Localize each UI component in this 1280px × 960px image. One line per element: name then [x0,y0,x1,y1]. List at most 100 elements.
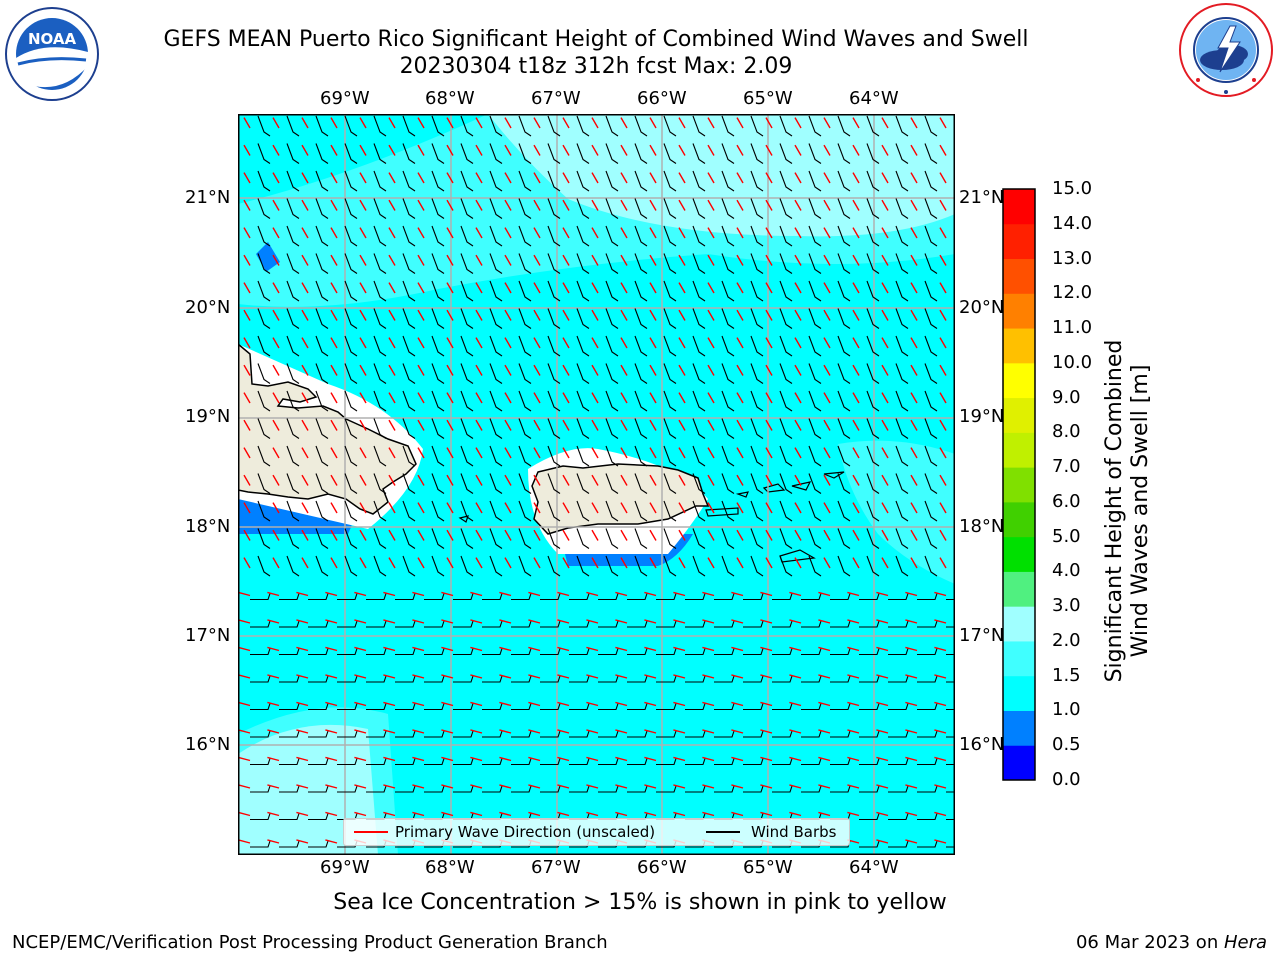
primary-wave-arrow [876,811,889,817]
primary-wave-arrow [243,557,251,569]
primary-wave-arrow [707,282,715,294]
wind-barb [511,675,532,683]
wind-barb [743,758,764,766]
colorbar-cell [1003,710,1035,746]
wind-barb [315,280,329,302]
wind-barb [518,500,532,522]
primary-wave-arrow [238,729,251,734]
wind-barb [518,390,532,412]
primary-wave-arrow [243,227,251,239]
primary-wave-arrow [301,172,309,184]
wind-barb [547,225,561,247]
primary-wave-arrow [852,254,860,266]
primary-wave-arrow [881,337,889,349]
wind-barb [656,648,677,656]
wind-barb [692,555,706,577]
primary-wave-arrow [417,557,425,569]
wind-barb [808,445,822,467]
colorbar-cell [1003,189,1035,225]
primary-wave-arrow [736,364,744,376]
primary-wave-arrow [760,756,773,762]
lon-label-top: 66°W [637,88,687,109]
primary-wave-arrow [301,282,309,294]
primary-wave-arrow [359,282,367,294]
nws-logo [1178,2,1274,102]
primary-wave-arrow [533,557,541,569]
wind-barb [808,418,822,439]
wind-barb [511,785,532,793]
wind-barb [721,225,735,247]
wind-barb [895,418,909,439]
primary-wave-arrow [557,646,570,652]
wind-barb [576,473,590,494]
primary-wave-arrow [934,674,947,679]
wind-barb [489,143,503,164]
wind-barb-legend-swatch [706,831,740,833]
wind-barb [692,170,706,192]
primary-wave-arrow [939,419,947,431]
primary-wave-arrow [644,591,657,597]
wind-barb [605,473,619,494]
wind-barb [750,500,764,522]
primary-wave-arrow [673,701,686,707]
wind-barb [605,225,619,247]
wind-barb [482,593,503,601]
wind-barb [605,445,619,467]
wind-barb [859,840,880,848]
wind-barb [576,363,590,384]
wind-barb [344,198,358,219]
wind-barb [866,308,880,329]
wind-barb [634,198,648,219]
primary-wave-arrow [354,701,367,707]
wind-barb [946,681,955,683]
wind-barb [315,198,329,219]
wind-barb [344,225,358,247]
wind-barb [779,335,793,357]
wind-barb [837,225,851,247]
wind-barb [308,593,329,601]
wind-barb [779,473,793,494]
wind-barb [576,253,590,274]
primary-wave-arrow [644,811,657,817]
lon-label-top: 67°W [531,88,581,109]
primary-wave-arrow [533,172,541,184]
wind-barb [547,198,561,219]
wind-barb [402,198,416,219]
wind-barb [866,170,880,192]
primary-wave-arrow [499,729,512,734]
primary-wave-arrow [934,729,947,734]
colorbar-tick-label: 4.0 [1052,560,1081,582]
wind-barb [866,390,880,412]
wind-barb [460,280,474,302]
primary-wave-arrow [644,619,657,624]
primary-wave-arrow [823,254,831,266]
wind-barb [460,445,474,467]
primary-wave-arrow [591,117,599,129]
wind-barb [837,363,851,384]
wind-barb [489,445,503,467]
primary-wave-arrow [910,282,918,294]
wind-barb [692,335,706,357]
primary-wave-arrow [876,784,889,789]
wind-barb [721,170,735,192]
primary-wave-arrow [301,502,309,514]
primary-wave-arrow [678,227,686,239]
primary-wave-arrow [934,839,947,844]
wind-barb [489,308,503,329]
wind-barb [837,143,851,164]
primary-wave-arrow [441,701,454,707]
primary-wave-arrow [475,529,483,541]
wind-barb [279,675,300,683]
wind-barb [518,253,532,274]
wind-barb [576,115,590,137]
wind-barb [924,170,938,192]
primary-wave-arrow [417,282,425,294]
wind-barb [431,225,445,247]
wind-barb [424,703,445,711]
wind-barb [634,170,648,192]
primary-wave-arrow [707,117,715,129]
wind-barb [663,170,677,192]
wind-barb [656,758,677,766]
wind-barb [250,813,271,821]
primary-wave-arrow [939,309,947,321]
